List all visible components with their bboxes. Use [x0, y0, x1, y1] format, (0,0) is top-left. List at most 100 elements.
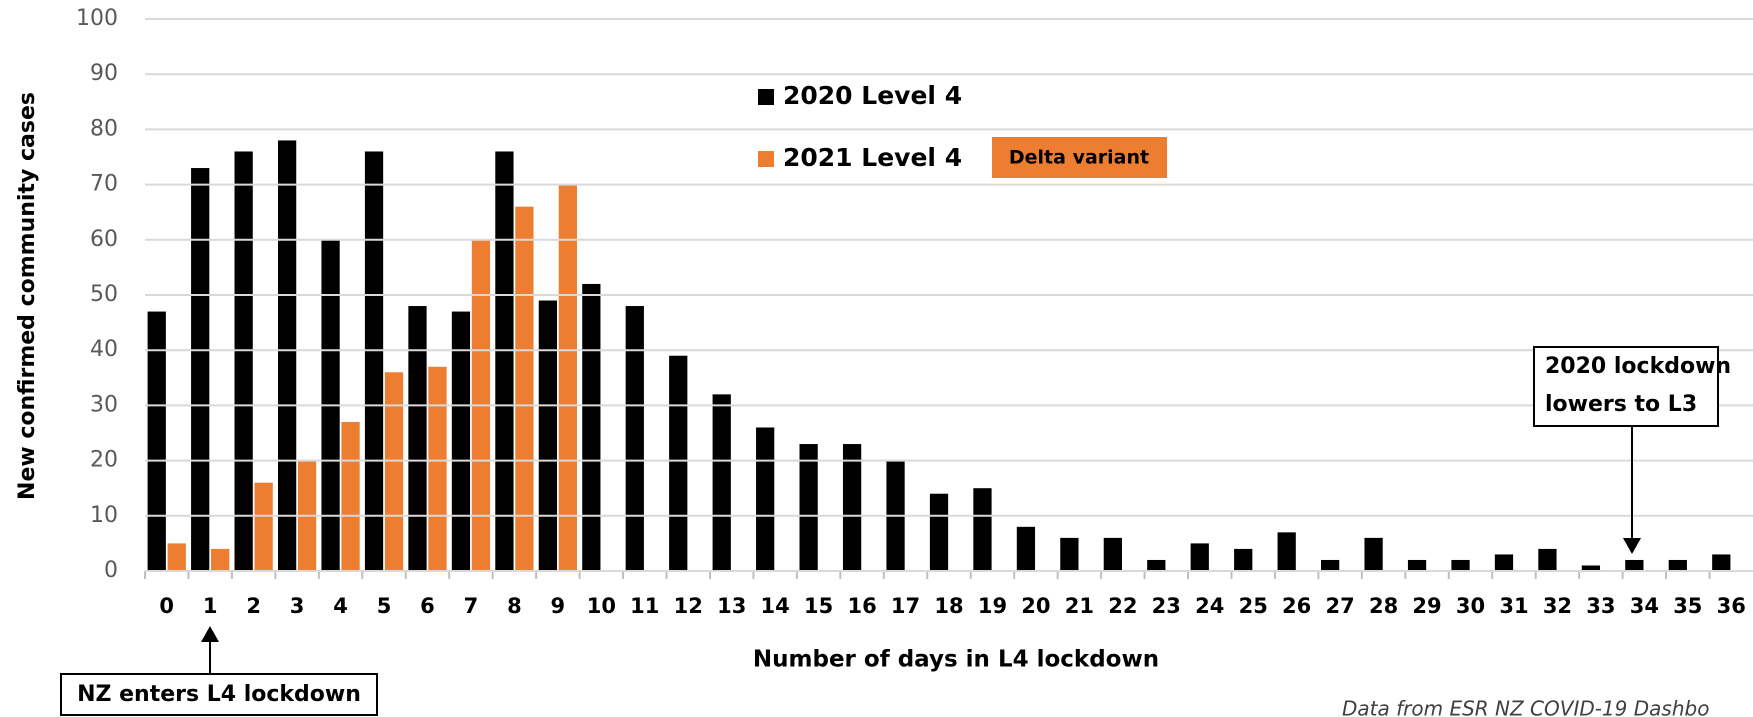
bar [1581, 565, 1601, 571]
x-tick-label: 29 [1412, 594, 1441, 618]
bar [1494, 554, 1514, 571]
y-tick-label: 70 [90, 172, 118, 197]
x-tick-label: 14 [761, 594, 790, 618]
y-tick-label: 10 [90, 503, 118, 528]
bar [712, 394, 731, 571]
bar [1016, 526, 1036, 571]
x-tick-label: 16 [847, 594, 876, 618]
annotation-box [60, 673, 378, 716]
bar [254, 482, 273, 571]
legend-label: 2020 Level 4 [783, 81, 962, 110]
x-tick-label: 26 [1282, 594, 1311, 618]
x-tick-label: 7 [464, 594, 479, 618]
x-tick-label: 34 [1630, 594, 1659, 618]
bar [1234, 548, 1253, 571]
x-tick-label: 32 [1543, 594, 1572, 618]
bar [147, 311, 166, 571]
bar [167, 543, 186, 571]
x-tick-label: 20 [1021, 594, 1050, 618]
bar [341, 421, 360, 571]
y-tick-label: 90 [90, 61, 118, 86]
bar [1321, 559, 1340, 571]
x-tick-label: 3 [290, 594, 305, 618]
annotation: Delta variant [1009, 147, 1149, 169]
x-tick-label: 0 [159, 594, 174, 618]
bar [1538, 548, 1557, 571]
x-tick-label: 6 [420, 594, 435, 618]
x-tick-label: 31 [1499, 594, 1528, 618]
x-tick-label: 15 [804, 594, 833, 618]
legend-marker [758, 89, 774, 105]
bar [1451, 559, 1470, 571]
x-tick-label: 36 [1717, 594, 1746, 618]
y-axis-title: New confirmed community cases [15, 92, 40, 500]
x-tick-label: 22 [1108, 594, 1137, 618]
y-tick-label: 50 [90, 282, 118, 307]
annotation-box [1533, 346, 1719, 427]
annotation: NZ enters L4 lockdown [77, 682, 361, 707]
bar [582, 283, 601, 571]
bar [191, 168, 210, 572]
bar [929, 493, 949, 571]
y-tick-label: 20 [90, 448, 118, 473]
bar [1712, 554, 1731, 571]
bar [1625, 559, 1644, 571]
x-tick-label: 28 [1369, 594, 1398, 618]
bar [211, 548, 230, 571]
x-tick-label: 1 [203, 594, 218, 618]
annotation: 2020 lockdown [1545, 354, 1731, 379]
x-tick-label: 17 [891, 594, 920, 618]
bar [1190, 543, 1209, 571]
x-tick-label: 9 [551, 594, 566, 618]
x-tick-label: 21 [1065, 594, 1094, 618]
x-tick-label: 5 [377, 594, 392, 618]
x-tick-label: 30 [1456, 594, 1485, 618]
source-note: Data from ESR NZ COVID-19 Dashbo [1342, 697, 1709, 717]
x-tick-label: 24 [1195, 594, 1224, 618]
legend-marker [758, 151, 774, 167]
bar [408, 306, 427, 571]
bar [799, 444, 818, 571]
x-tick-label: 12 [674, 594, 703, 618]
annotation: lowers to L3 [1545, 392, 1697, 417]
x-tick-label: 23 [1152, 594, 1181, 618]
legend-label: 2021 Level 4 [783, 143, 962, 172]
bar [1668, 559, 1687, 571]
x-tick-label: 13 [717, 594, 746, 618]
bar [1147, 559, 1166, 571]
bar [558, 184, 577, 571]
bar [234, 151, 253, 572]
x-tick-label: 10 [587, 594, 616, 618]
bar [538, 300, 557, 571]
x-tick-label: 27 [1326, 594, 1355, 618]
bar [625, 306, 644, 571]
bar [973, 488, 992, 571]
bar [669, 355, 688, 571]
x-tick-label: 19 [978, 594, 1007, 618]
bar [451, 311, 471, 571]
x-tick-label: 25 [1239, 594, 1268, 618]
y-tick-label: 30 [90, 392, 118, 417]
x-tick-label: 11 [630, 594, 659, 618]
bar [756, 427, 775, 571]
x-tick-label: 33 [1586, 594, 1615, 618]
bar [384, 372, 404, 571]
x-tick-label: 2 [246, 594, 261, 618]
bar [1364, 537, 1383, 571]
bar [1277, 532, 1296, 571]
bar [495, 151, 514, 572]
bar [277, 140, 297, 571]
bar [428, 366, 447, 571]
y-tick-label: 40 [90, 337, 118, 362]
arrow-head [1623, 538, 1641, 554]
x-axis-title: Number of days in L4 lockdown [753, 647, 1159, 673]
x-tick-label: 35 [1673, 594, 1702, 618]
bar [842, 444, 862, 571]
x-tick-label: 4 [333, 594, 348, 618]
y-tick-label: 0 [104, 558, 118, 583]
x-tick-label: 18 [934, 594, 963, 618]
y-tick-label: 80 [90, 116, 118, 141]
y-tick-label: 100 [76, 6, 118, 31]
